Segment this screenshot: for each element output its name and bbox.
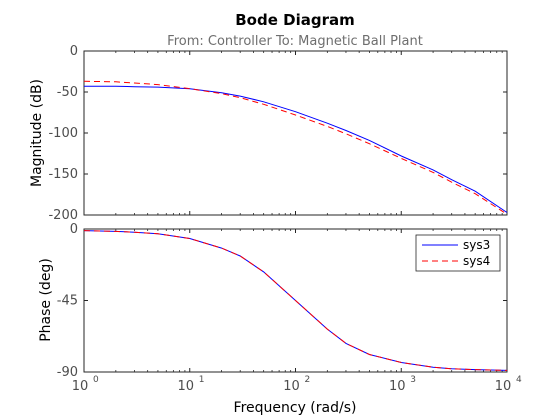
x-axis-label: Frequency (rad/s): [234, 400, 357, 416]
magnitude-ytick-label: -100: [48, 126, 78, 141]
x-tick-exponent: 4: [516, 375, 522, 385]
x-tick-exponent: 2: [305, 375, 311, 385]
magnitude-plot: 0 -50 -100 -150 -200 Magnitude (dB): [29, 44, 508, 223]
magnitude-line-sys3: [84, 85, 508, 213]
magnitude-y-label: Magnitude (dB): [29, 79, 45, 187]
phase-ytick-label: 0: [70, 222, 78, 237]
magnitude-y-ticks: 0 -50 -100 -150 -200: [48, 44, 508, 223]
phase-y-label: Phase (deg): [38, 258, 54, 342]
x-tick-exponent: 1: [199, 375, 205, 385]
phase-ytick-label: -90: [57, 365, 78, 380]
phase-y-ticks: 0 -45 -90: [57, 222, 508, 380]
phase-plot: 0 -45 -90 Phase (deg) sys3 sys4: [38, 222, 508, 380]
magnitude-ytick-label: -50: [57, 85, 78, 100]
legend: sys3 sys4: [415, 234, 501, 272]
magnitude-line-sys4: [83, 80, 508, 215]
legend-label-sys4: sys4: [463, 254, 490, 268]
chart-title: Bode Diagram: [235, 11, 354, 29]
phase-lines: [83, 230, 508, 371]
x-tick-label: 10: [283, 379, 300, 394]
legend-label-sys3: sys3: [463, 238, 490, 252]
chart-subtitle: From: Controller To: Magnetic Ball Plant: [167, 34, 423, 49]
magnitude-ytick-label: -150: [48, 167, 78, 182]
x-tick-exponent: 3: [410, 375, 416, 385]
magnitude-ytick-label: -200: [48, 208, 78, 223]
x-ticks: 10 0 10 1 10 2 10 3 10 4: [72, 375, 522, 394]
phase-line-sys4: [83, 230, 508, 371]
magnitude-lines: [83, 80, 508, 215]
magnitude-axes-box: [83, 50, 508, 216]
phase-ytick-label: -45: [57, 294, 78, 309]
x-tick-label: 10: [389, 379, 406, 394]
x-tick-label: 10: [495, 379, 512, 394]
x-tick-exponent: 0: [93, 375, 99, 385]
magnitude-ytick-label: 0: [70, 44, 78, 59]
x-tick-label: 10: [177, 379, 194, 394]
x-tick-label: 10: [72, 379, 89, 394]
legend-box: [415, 234, 501, 272]
